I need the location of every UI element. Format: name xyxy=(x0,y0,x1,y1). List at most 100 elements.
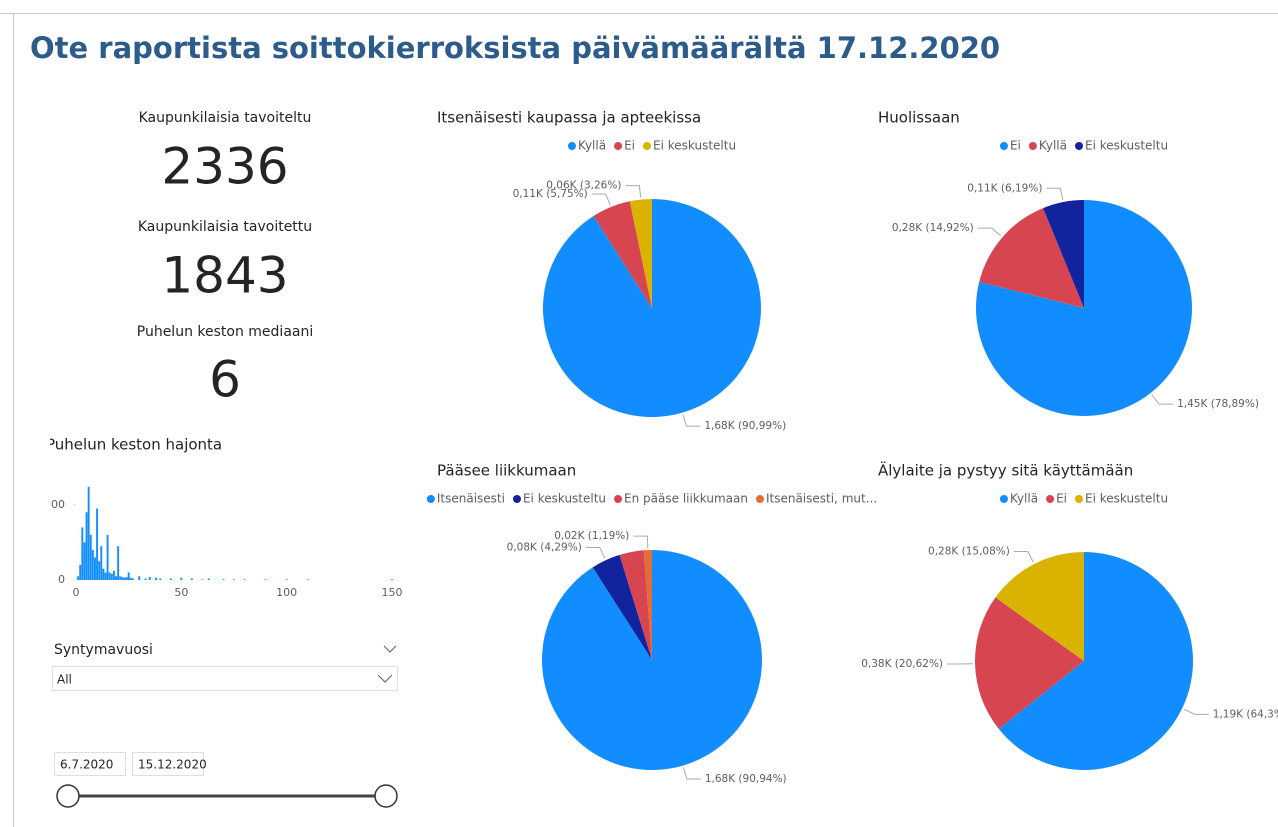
bar xyxy=(110,573,113,580)
bar xyxy=(102,568,105,580)
legend-marker xyxy=(1046,495,1055,503)
legend-marker xyxy=(512,495,521,503)
chart-title: Pääsee liikkumaan xyxy=(437,462,576,480)
bar xyxy=(112,570,115,580)
legend: Itsenäisesti Ei keskusteltu En pääse liikk… xyxy=(426,492,877,506)
legend-label: En pääse liikkumaan xyxy=(624,492,748,506)
legend-label: Ei xyxy=(624,139,635,153)
legend-marker xyxy=(755,495,764,503)
leader-line xyxy=(1151,394,1174,405)
x-tick-label: 100 xyxy=(276,586,297,599)
y-tick-label: 00 xyxy=(51,498,65,511)
bar xyxy=(138,576,141,580)
leader-line xyxy=(591,193,611,206)
date-box[interactable] xyxy=(54,752,126,776)
data-label: 1,68K (90,99%) xyxy=(704,420,786,432)
bar xyxy=(155,577,158,580)
bar xyxy=(201,579,204,580)
bar xyxy=(121,576,124,580)
slider-handle[interactable] xyxy=(374,784,398,808)
bar xyxy=(77,576,80,580)
bar xyxy=(180,577,183,580)
chart-title: Itsenäisesti kaupassa ja apteekissa xyxy=(437,109,701,127)
bar xyxy=(129,577,132,580)
pie-slice xyxy=(995,552,1084,661)
legend: Kyllä Ei Ei keskusteltu xyxy=(567,139,736,153)
bar xyxy=(115,576,117,580)
data-label: 0,11K (6,19%) xyxy=(967,182,1042,194)
date-box[interactable] xyxy=(132,752,204,776)
legend-marker xyxy=(999,142,1008,150)
bar xyxy=(243,579,246,580)
card-label: Puhelun keston mediaani xyxy=(137,324,313,340)
bar xyxy=(127,572,130,580)
legend: Kyllä Ei Ei keskusteltu xyxy=(999,492,1168,506)
bar xyxy=(81,527,84,580)
leader-line xyxy=(682,414,701,427)
legend-marker xyxy=(614,142,623,150)
bar xyxy=(98,561,101,580)
bar xyxy=(83,542,86,580)
legend-label: Itsenäisesti xyxy=(437,492,505,506)
legend-label: Ei xyxy=(1010,139,1021,153)
leader-line xyxy=(1013,551,1034,563)
dropdown[interactable] xyxy=(52,666,398,691)
bar xyxy=(79,564,82,580)
bar xyxy=(131,578,134,580)
slicer[interactable]: Syntymavuosi All xyxy=(52,642,398,691)
chart-title: Älylaite ja pystyy sitä käyttämään xyxy=(878,461,1133,480)
bar xyxy=(100,546,103,580)
leader-line xyxy=(1046,187,1064,201)
bar xyxy=(123,577,126,580)
bar xyxy=(190,578,193,580)
pie-slice xyxy=(998,552,1193,770)
data-label: 0,02K (1,19%) xyxy=(554,530,629,542)
leader-line xyxy=(682,767,701,780)
legend-marker xyxy=(567,142,576,150)
pie-slice xyxy=(619,550,652,660)
bar xyxy=(233,579,235,580)
data-label: 0,28K (15,08%) xyxy=(928,546,1010,558)
pie-slice xyxy=(592,554,652,660)
chart-title: Huolissaan xyxy=(878,109,960,127)
bar xyxy=(207,578,210,580)
legend-marker xyxy=(1074,495,1083,503)
bar xyxy=(306,579,309,580)
bar xyxy=(104,572,107,580)
card-value: 1843 xyxy=(161,247,288,305)
data-label: 0,38K (20,62%) xyxy=(861,658,943,670)
data-label: 0,11K (5,75%) xyxy=(513,188,588,200)
legend-marker xyxy=(614,495,623,503)
legend-label: Ei keskusteltu xyxy=(523,492,606,506)
legend: Ei Kyllä Ei keskusteltu xyxy=(999,139,1168,153)
legend-label: Ei xyxy=(1056,492,1067,506)
legend-marker xyxy=(999,495,1008,503)
leader-line xyxy=(1183,708,1209,715)
chevron xyxy=(377,674,393,683)
legend-marker xyxy=(1074,142,1083,150)
bar xyxy=(148,576,151,580)
x-tick-label: 150 xyxy=(382,586,403,599)
pie-slice xyxy=(593,201,652,308)
bar xyxy=(85,512,88,580)
bar xyxy=(117,546,120,580)
bar xyxy=(96,508,99,580)
x-tick-label: 50 xyxy=(174,586,188,599)
pie-slice xyxy=(975,597,1084,729)
slicer-label: Syntymavuosi xyxy=(54,642,153,658)
slicer-value: All xyxy=(57,673,72,687)
bar xyxy=(106,534,109,580)
bar xyxy=(264,579,267,580)
bar xyxy=(119,576,122,580)
bar xyxy=(159,578,162,580)
chevron xyxy=(383,645,397,653)
bar xyxy=(94,557,96,580)
slider-handle[interactable] xyxy=(56,784,80,808)
legend-label: Kyllä xyxy=(1010,492,1038,506)
chart-title: Puhelun keston hajonta xyxy=(46,436,222,454)
card-value: 6 xyxy=(209,351,241,409)
legend-label: Ei keskusteltu xyxy=(653,139,736,153)
data-label: 1,19K (64,3%) xyxy=(1213,708,1278,720)
page-title: Ote raportista soittokierroksista päiväm… xyxy=(30,31,1000,65)
